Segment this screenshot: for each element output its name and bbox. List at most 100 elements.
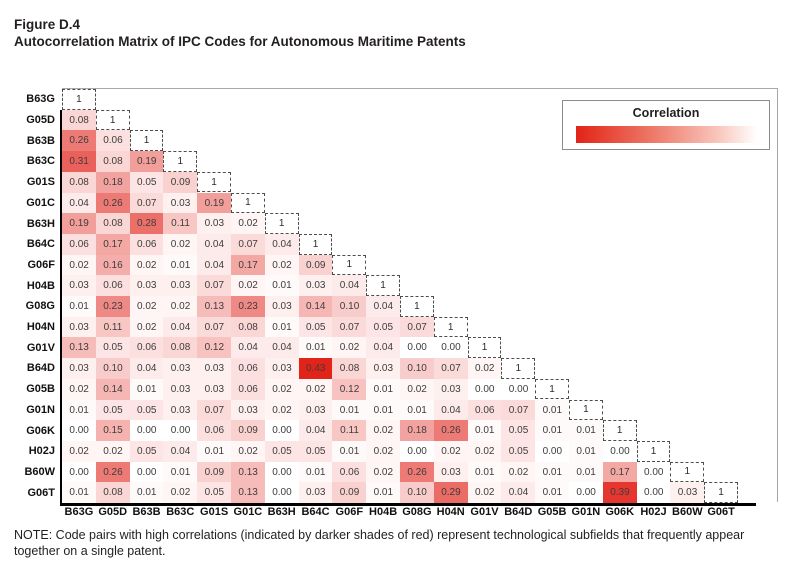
figure-title: Autocorrelation Matrix of IPC Codes for … <box>14 34 466 49</box>
matrix-cell: 0.23 <box>231 296 266 318</box>
row-label: G08G <box>25 300 55 313</box>
matrix-cell: 0.26 <box>400 461 435 483</box>
matrix-cell: 0.04 <box>231 337 266 359</box>
matrix-cell: 0.02 <box>501 461 536 483</box>
matrix-cell: 0.05 <box>501 420 536 442</box>
matrix-cell: 0.09 <box>163 171 198 193</box>
col-label: B63G <box>64 506 94 518</box>
matrix-cell: 0.01 <box>535 461 570 483</box>
matrix-cell: 0.02 <box>163 482 198 504</box>
col-label: G08G <box>402 506 432 518</box>
row-label: G06T <box>27 486 55 499</box>
matrix-cell: 0.02 <box>129 316 164 338</box>
matrix-cell: 0.02 <box>163 296 198 318</box>
matrix-cell: 0.07 <box>501 399 536 421</box>
figure-label: Figure D.4 <box>14 17 81 32</box>
matrix-cell: 0.00 <box>535 440 570 463</box>
matrix-cell: 1 <box>670 461 705 483</box>
matrix-cell: 0.01 <box>332 440 367 463</box>
matrix-cell: 0.10 <box>95 358 131 380</box>
matrix-cell: 0.03 <box>62 316 97 338</box>
matrix-cell: 1 <box>298 233 333 255</box>
matrix-cell: 0.04 <box>366 296 401 318</box>
matrix-cell: 0.00 <box>264 420 300 442</box>
matrix-cell: 0.04 <box>501 482 536 504</box>
matrix-cell: 0.01 <box>400 399 435 421</box>
matrix-cell: 0.15 <box>95 420 131 442</box>
col-label: H02J <box>640 506 667 518</box>
matrix-cell: 0.09 <box>332 482 367 504</box>
row-label: B64C <box>26 238 55 251</box>
matrix-cell: 0.06 <box>129 233 164 256</box>
col-label: H04N <box>436 506 465 518</box>
row-label: G01N <box>26 403 55 416</box>
row-label: H04N <box>26 321 55 334</box>
legend-box: Correlation <box>562 100 770 150</box>
matrix-cell: 0.03 <box>197 378 232 400</box>
matrix-cell: 0.01 <box>569 420 604 442</box>
matrix-cell: 0.01 <box>569 461 604 483</box>
matrix-cell: 0.08 <box>62 171 97 193</box>
matrix-cell: 1 <box>569 399 603 421</box>
row-label: H02J <box>28 445 55 458</box>
matrix-cell: 0.04 <box>433 399 469 421</box>
matrix-cell: 0.03 <box>129 275 164 297</box>
matrix-cell: 0.13 <box>231 482 266 504</box>
col-label: G01C <box>233 506 263 518</box>
matrix-cell: 0.02 <box>264 254 300 276</box>
matrix-cell: 1 <box>95 109 130 131</box>
matrix-cell: 0.02 <box>62 440 97 463</box>
matrix-cell: 0.07 <box>433 358 469 380</box>
row-label: G05D <box>26 114 55 127</box>
matrix-cell: 0.02 <box>231 275 266 297</box>
matrix-cell: 0.01 <box>163 461 198 483</box>
matrix-cell: 0.43 <box>298 358 333 380</box>
matrix-cell: 0.11 <box>163 213 198 235</box>
matrix-cell: 0.05 <box>501 440 536 463</box>
matrix-cell: 0.06 <box>95 275 131 297</box>
matrix-cell: 0.03 <box>163 399 198 421</box>
matrix-cell: 0.18 <box>400 420 435 442</box>
matrix-cell: 1 <box>197 171 231 193</box>
matrix-cell: 0.09 <box>298 254 333 276</box>
matrix-cell: 0.08 <box>231 316 266 338</box>
matrix-cell: 1 <box>62 89 96 110</box>
matrix-cell: 1 <box>332 254 367 276</box>
matrix-cell: 0.10 <box>400 358 435 380</box>
matrix-cell: 0.01 <box>535 482 570 504</box>
matrix-cell: 0.06 <box>197 420 232 442</box>
matrix-cell: 0.26 <box>95 192 131 214</box>
note-text: NOTE: Code pairs with high correlations … <box>14 528 745 558</box>
matrix-cell: 0.13 <box>231 461 266 483</box>
matrix-cell: 0.02 <box>366 420 401 442</box>
matrix-cell: 1 <box>366 275 400 296</box>
col-label: H04B <box>369 506 398 518</box>
matrix-cell: 0.14 <box>95 378 131 400</box>
matrix-cell: 0.14 <box>298 296 333 318</box>
matrix-cell: 1 <box>636 440 671 462</box>
matrix-cell: 0.39 <box>602 482 638 504</box>
matrix-cell: 0.13 <box>62 337 97 359</box>
row-label: G01C <box>26 196 55 209</box>
matrix-cell: 0.02 <box>433 440 469 463</box>
matrix-cell: 0.06 <box>62 233 97 256</box>
matrix-cell: 0.09 <box>231 420 266 442</box>
matrix-cell: 0.01 <box>298 461 333 483</box>
matrix-cell: 0.01 <box>129 482 164 504</box>
matrix-cell: 0.00 <box>569 482 604 504</box>
col-label: B63H <box>267 506 296 518</box>
matrix-cell: 0.07 <box>197 316 232 338</box>
matrix-cell: 0.05 <box>197 482 232 504</box>
matrix-cell: 0.03 <box>264 296 300 318</box>
matrix-cell: 0.05 <box>366 316 401 338</box>
matrix-cell: 0.01 <box>366 378 401 400</box>
matrix-cell: 0.04 <box>264 233 300 256</box>
matrix-cell: 0.26 <box>95 461 131 483</box>
row-label: B64D <box>26 362 55 375</box>
matrix-cell: 0.04 <box>62 192 97 214</box>
matrix-cell: 0.10 <box>400 482 435 504</box>
legend-title: Correlation <box>632 106 700 120</box>
matrix-cell: 0.02 <box>62 378 97 400</box>
y-axis-line <box>60 109 63 503</box>
matrix-cell: 0.03 <box>264 358 300 380</box>
